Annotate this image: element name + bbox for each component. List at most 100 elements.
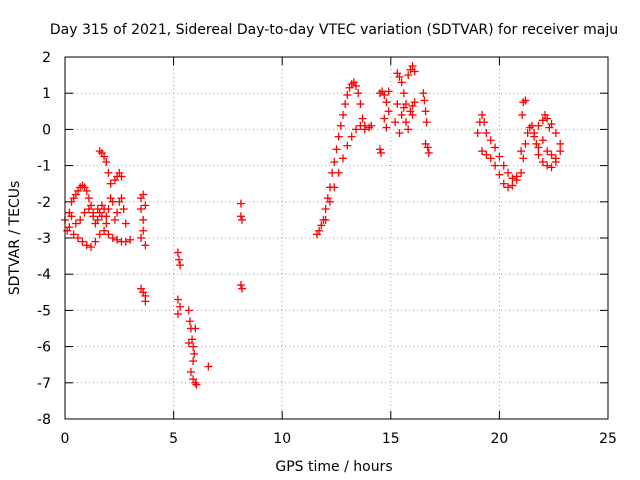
y-tick-label: -4	[37, 267, 51, 283]
data-point	[534, 121, 543, 130]
data-point	[204, 362, 213, 371]
x-axis-ticks: 0 5 10 15 20 25	[61, 57, 617, 447]
y-tick-label: -2	[37, 195, 51, 211]
data-point	[184, 338, 193, 347]
data-point	[236, 281, 245, 290]
data-point	[71, 219, 80, 228]
data-point	[113, 235, 122, 244]
data-point	[141, 241, 150, 250]
data-point	[499, 161, 508, 170]
data-point	[108, 234, 117, 242]
data-point	[367, 121, 376, 130]
y-axis-ticks: 2 1 0 -1 -2 -3 -4 -5 -6 -7 -8	[37, 50, 608, 428]
x-tick-label: 20	[490, 431, 508, 447]
data-point	[504, 183, 513, 192]
x-tick-label: 15	[382, 431, 400, 447]
data-point	[339, 110, 348, 119]
data-point	[491, 161, 500, 170]
data-point	[91, 237, 100, 246]
x-tick-label: 10	[273, 431, 291, 447]
data-point	[330, 157, 339, 166]
chart-title: Day 315 of 2021, Sidereal Day-to-day VTE…	[50, 22, 618, 38]
data-point	[538, 157, 547, 166]
y-tick-label: 2	[42, 50, 51, 66]
data-point	[419, 89, 428, 98]
data-point	[473, 129, 482, 138]
data-point	[478, 147, 487, 156]
data-point	[106, 179, 115, 188]
data-point	[95, 230, 104, 239]
data-point	[334, 168, 343, 177]
data-point	[356, 100, 365, 109]
data-point	[236, 199, 245, 208]
grid-lines	[65, 57, 608, 419]
data-point	[404, 71, 413, 80]
y-tick-label: -5	[37, 303, 51, 319]
y-tick-label: -1	[37, 159, 51, 175]
data-point	[141, 201, 150, 210]
y-tick-label: 1	[42, 86, 51, 102]
data-point	[334, 132, 343, 141]
data-point	[336, 121, 345, 130]
x-tick-label: 0	[61, 431, 70, 447]
data-point	[534, 150, 543, 159]
data-point	[325, 197, 334, 206]
data-point	[84, 205, 93, 214]
data-point	[352, 125, 361, 134]
x-tick-label: 25	[599, 431, 617, 447]
data-point	[521, 139, 530, 148]
data-point	[384, 87, 393, 96]
data-point	[534, 143, 543, 152]
data-point	[519, 154, 528, 163]
data-point	[87, 243, 96, 252]
data-point	[93, 205, 102, 214]
data-point	[321, 205, 330, 214]
data-point	[551, 129, 560, 138]
data-point	[377, 148, 386, 157]
data-point	[189, 342, 198, 351]
data-point	[173, 248, 182, 257]
data-point	[341, 100, 350, 109]
data-point	[538, 116, 547, 125]
data-point	[82, 241, 91, 250]
data-point	[191, 378, 200, 387]
data-point	[391, 118, 400, 127]
data-point	[110, 215, 119, 224]
data-point	[65, 223, 74, 232]
data-point	[126, 235, 135, 244]
data-point	[67, 212, 76, 221]
data-point	[315, 226, 324, 235]
data-point	[93, 215, 102, 224]
data-point	[82, 186, 91, 195]
data-point	[330, 183, 339, 192]
data-point	[121, 237, 130, 246]
data-point	[541, 110, 550, 119]
data-point	[117, 194, 126, 203]
data-point	[69, 230, 78, 239]
data-point	[104, 168, 113, 177]
data-point	[236, 212, 245, 221]
data-point	[399, 103, 408, 112]
data-point	[410, 67, 419, 76]
data-point	[354, 89, 363, 98]
data-point	[76, 215, 85, 224]
y-tick-label: -7	[37, 376, 51, 392]
data-point	[517, 147, 526, 156]
data-point	[399, 89, 408, 98]
data-point	[100, 152, 109, 161]
data-point	[358, 114, 367, 123]
data-point	[102, 157, 111, 166]
data-point	[238, 284, 247, 293]
data-point	[137, 205, 146, 214]
data-point	[375, 145, 384, 154]
data-point	[189, 357, 198, 366]
data-point	[402, 118, 411, 127]
data-point	[491, 143, 500, 152]
data-point	[176, 302, 185, 311]
data-point	[175, 255, 184, 264]
data-point	[478, 110, 487, 119]
data-point	[538, 136, 547, 145]
y-tick-label: -3	[37, 231, 51, 247]
data-point	[408, 62, 417, 71]
data-point	[393, 100, 402, 109]
